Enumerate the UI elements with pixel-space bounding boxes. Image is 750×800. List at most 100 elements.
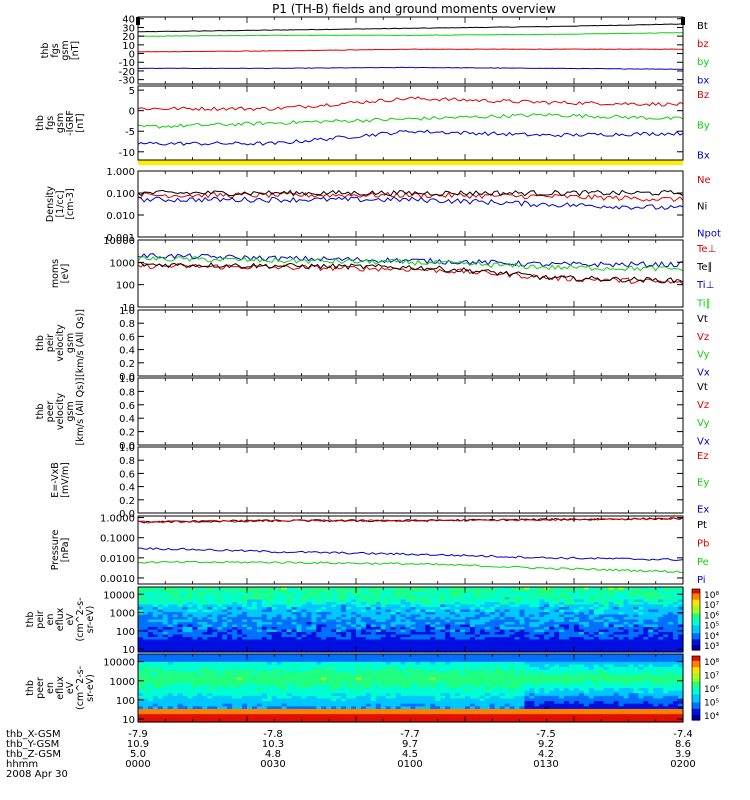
spectrogram-cell [365, 680, 372, 684]
spectrogram-cell [202, 597, 208, 601]
spectrogram-cell [673, 647, 679, 651]
spectrogram-cell [524, 649, 531, 653]
spectrogram-cell [207, 693, 213, 697]
spectrogram-cell [207, 644, 213, 648]
legend-entry: Ni [697, 202, 707, 213]
spectrogram-cell [192, 701, 199, 705]
spectrogram-cell [465, 587, 471, 591]
spectrogram-cell [138, 711, 144, 715]
spectrogram-cell [628, 644, 635, 648]
spectrogram-cell [306, 644, 313, 648]
spectrogram-cell [534, 592, 540, 596]
spectrogram-cell [375, 656, 382, 660]
spectrogram-cell [375, 667, 382, 671]
spectrogram-cell [356, 597, 362, 601]
spectrogram-cell [410, 701, 417, 705]
spectrogram-cell [222, 669, 228, 673]
spectrogram-cell [187, 695, 194, 700]
spectrogram-cell [142, 667, 149, 671]
spectrogram-cell [400, 589, 407, 593]
spectrogram-cell [152, 682, 159, 686]
spectrogram-cell [247, 664, 253, 668]
spectrogram-cell [405, 649, 412, 653]
spectrogram-cell [291, 647, 298, 651]
spectrogram-cell [534, 614, 540, 618]
spectrogram-cell [375, 589, 382, 593]
spectrogram-cell [643, 629, 649, 633]
spectrogram-cell [588, 634, 595, 638]
spectrogram-cell [400, 714, 407, 718]
spectrogram-cell [410, 674, 417, 679]
spectrogram-cell [296, 612, 303, 616]
spectrogram-cell [410, 637, 417, 641]
spectrogram-cell [385, 612, 392, 616]
spectrogram-cell [251, 667, 258, 671]
spectrogram-cell [346, 627, 352, 631]
spectrogram-cell [638, 642, 644, 646]
spectrogram-cell [623, 637, 630, 641]
spectrogram-cell [420, 609, 426, 613]
spectrogram-cell [415, 642, 422, 646]
spectrogram-cell [207, 632, 213, 636]
spectrogram-cell [142, 661, 149, 666]
spectrogram-cell [390, 708, 397, 713]
spectrogram-cell [365, 599, 372, 603]
spectrogram-cell [276, 656, 283, 660]
spectrogram-cell [415, 604, 422, 608]
spectrogram-cell [266, 634, 273, 638]
spectrogram-cell [311, 599, 317, 603]
spectrogram-cell [489, 629, 496, 633]
spectrogram-cell [356, 617, 362, 621]
spectrogram-cell [261, 656, 268, 660]
spectrogram-cell [321, 706, 327, 710]
spectrogram-cell [316, 672, 322, 676]
spectrogram-cell [202, 669, 208, 673]
spectrogram-cell [375, 664, 382, 668]
spectrogram-cell [237, 680, 243, 684]
spectrogram-cell [261, 685, 268, 689]
spectrogram-cell [271, 604, 278, 608]
spectrogram-cell [336, 682, 342, 686]
spectrogram-cell [271, 589, 278, 593]
spectrogram-cell [177, 688, 184, 692]
spectrogram-cell [499, 592, 506, 596]
spectrogram-cell [336, 617, 342, 621]
spectrogram-cell [479, 632, 486, 636]
spectrogram-cell [346, 677, 352, 681]
spectrogram-cell [227, 701, 233, 705]
spectrogram-cell [167, 656, 174, 660]
spectrogram-cell [237, 622, 243, 626]
spectrogram-cell [370, 634, 377, 638]
spectrogram-cell [450, 589, 456, 593]
spectrogram-cell [509, 624, 516, 628]
spectrogram-cell [192, 672, 199, 676]
spectrogram-cell [152, 644, 159, 648]
spectrogram-cell [633, 629, 640, 633]
spectrogram-cell [331, 649, 337, 653]
spectrogram-cell [673, 637, 679, 641]
spectrogram-cell [157, 589, 164, 593]
spectrogram-cell [336, 672, 342, 676]
spectrogram-cell [326, 682, 332, 686]
spectrogram-cell [564, 607, 570, 611]
y-tick-label: 0 [129, 107, 135, 118]
spectrogram-cell [207, 609, 213, 613]
spectrogram-cell [588, 597, 595, 601]
spectrogram-cell [261, 690, 268, 694]
spectrogram-cell [172, 644, 179, 648]
spectrogram-cell [360, 711, 367, 715]
spectrogram-cell [385, 594, 392, 598]
spectrogram-cell [301, 706, 308, 710]
spectrogram-cell [534, 599, 540, 603]
spectrogram-cell [187, 592, 194, 596]
spectrogram-cell [261, 706, 268, 710]
spectrogram-cell [370, 619, 377, 623]
spectrogram-cell [370, 672, 377, 676]
spectrogram-cell [465, 634, 471, 638]
spectrogram-cell [608, 602, 615, 606]
colorbar-segment [692, 648, 700, 651]
spectrogram-cell [455, 644, 461, 648]
spectrogram-cell [440, 587, 446, 591]
spectrogram-cell [420, 629, 426, 633]
